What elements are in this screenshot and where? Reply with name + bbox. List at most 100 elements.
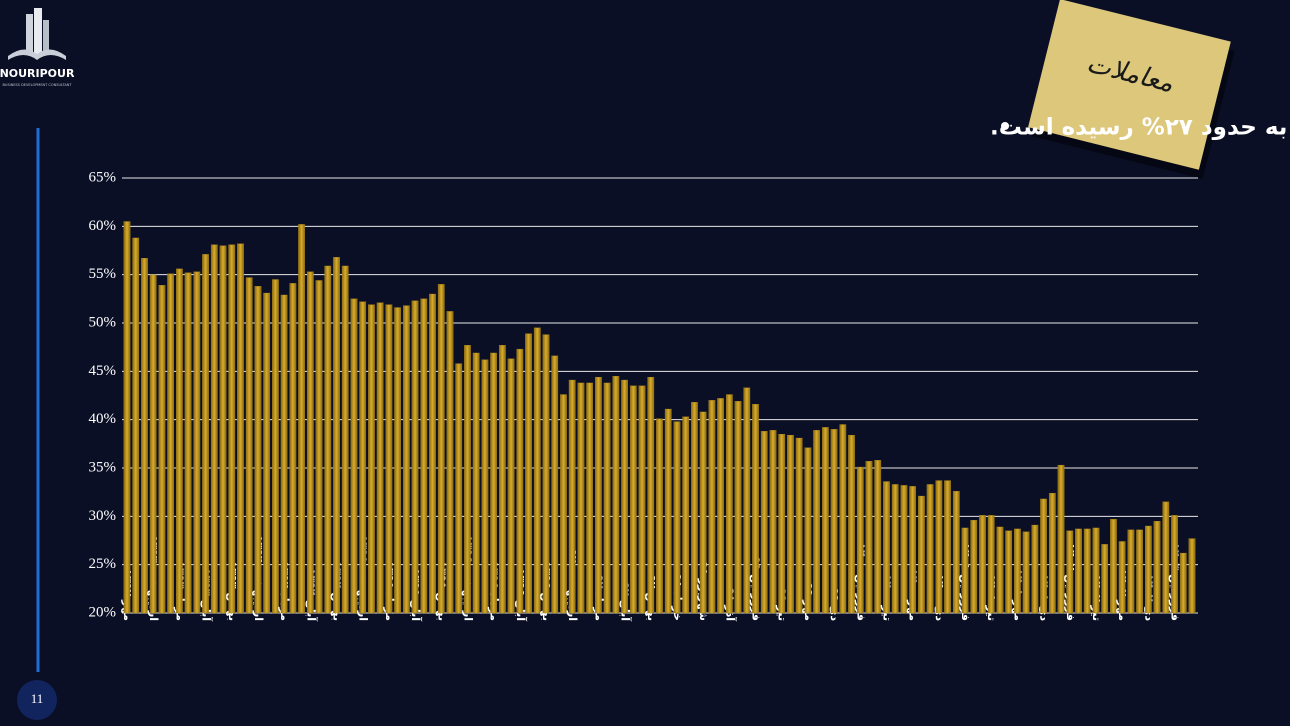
- bar: [848, 434, 855, 614]
- bar: [551, 355, 559, 614]
- bar: [420, 298, 428, 614]
- logo-tagline: BUSINESS DEVELOPMENT CONSULTANT: [3, 83, 73, 87]
- bar: [228, 244, 236, 614]
- bar: [481, 359, 489, 614]
- bar: [525, 333, 532, 614]
- bar: [298, 224, 305, 614]
- bar: [603, 382, 611, 614]
- bar: [586, 382, 594, 614]
- bar: [542, 334, 550, 614]
- bar: [708, 400, 716, 614]
- bar: [1083, 528, 1091, 614]
- bar: [254, 286, 262, 614]
- bar: [691, 402, 698, 614]
- bar: [123, 221, 131, 614]
- bar: [918, 495, 925, 614]
- bar: [699, 411, 707, 614]
- bar: [787, 434, 794, 614]
- page-number-badge: [17, 680, 57, 720]
- bar: [219, 245, 227, 614]
- bar: [926, 484, 934, 614]
- bar: [795, 437, 803, 614]
- bar: [673, 421, 681, 614]
- bar: [874, 460, 882, 614]
- bar: [664, 408, 672, 614]
- bar: [830, 429, 838, 614]
- bar: [734, 401, 742, 614]
- bar: [402, 305, 410, 614]
- bar: [306, 271, 314, 614]
- y-tick-label: 25%: [89, 556, 117, 572]
- bar: [1127, 529, 1135, 614]
- bullet: [1001, 122, 1009, 130]
- y-tick-label: 50%: [89, 314, 117, 330]
- bar: [996, 526, 1004, 614]
- bar: [560, 394, 567, 614]
- bar: [263, 292, 271, 614]
- bar: [385, 304, 393, 614]
- bar: [804, 447, 812, 614]
- bar: [839, 424, 847, 614]
- bar: [682, 416, 690, 614]
- bar: [1153, 521, 1161, 614]
- bar: [909, 486, 917, 614]
- bar: [778, 434, 786, 614]
- bar: [1136, 529, 1143, 614]
- bar: [176, 268, 183, 614]
- bar: [856, 466, 864, 614]
- chart-title: سهم واحدهای نوساز از کل معاملات در سال ۱…: [990, 115, 1290, 141]
- bar: [822, 427, 829, 614]
- bar: [1014, 528, 1021, 614]
- bar: [158, 285, 166, 614]
- bar: [437, 284, 445, 614]
- y-tick-label: 40%: [89, 411, 117, 427]
- bar: [577, 382, 585, 614]
- bar: [752, 404, 759, 614]
- bar: [394, 307, 401, 614]
- bar: [429, 293, 436, 614]
- bar: [1179, 552, 1187, 614]
- bar: [141, 258, 148, 614]
- bar: [368, 304, 375, 614]
- bar: [472, 352, 480, 614]
- logo-name: NOURIPOUR: [0, 67, 75, 80]
- bar: [743, 387, 751, 614]
- sticky-note: معاملات: [1028, 0, 1235, 179]
- bar: [350, 298, 358, 614]
- bar: [237, 243, 244, 614]
- bar: [944, 480, 951, 614]
- bar: [621, 379, 628, 614]
- bar: [376, 302, 384, 614]
- bar: [638, 385, 646, 614]
- bar: [184, 272, 192, 614]
- bar: [647, 376, 655, 614]
- bar: [961, 527, 969, 614]
- bar: [245, 277, 253, 614]
- bar: [167, 273, 174, 614]
- bar: [1092, 527, 1100, 614]
- y-tick-label: 20%: [89, 604, 117, 620]
- bar: [1057, 464, 1065, 614]
- logo: NOURIPOUR BUSINESS DEVELOPMENT CONSULTAN…: [0, 8, 75, 87]
- bar: [725, 394, 733, 614]
- y-tick-label: 60%: [89, 218, 117, 234]
- bar: [865, 461, 873, 614]
- bar: [1171, 515, 1178, 614]
- bar: [315, 280, 323, 614]
- bar: [324, 265, 332, 614]
- bar: [193, 271, 201, 614]
- bar: [1075, 528, 1082, 614]
- bar: [210, 244, 218, 614]
- bar: [952, 491, 960, 614]
- y-tick-label: 65%: [89, 169, 117, 185]
- bar: [1005, 530, 1013, 614]
- bar: [280, 294, 288, 614]
- bar: [132, 237, 140, 614]
- bar: [411, 300, 419, 614]
- bar: [455, 363, 463, 614]
- bar: [813, 430, 820, 614]
- bar: [1031, 524, 1039, 614]
- bar: [341, 265, 349, 614]
- y-tick-label: 55%: [89, 266, 117, 282]
